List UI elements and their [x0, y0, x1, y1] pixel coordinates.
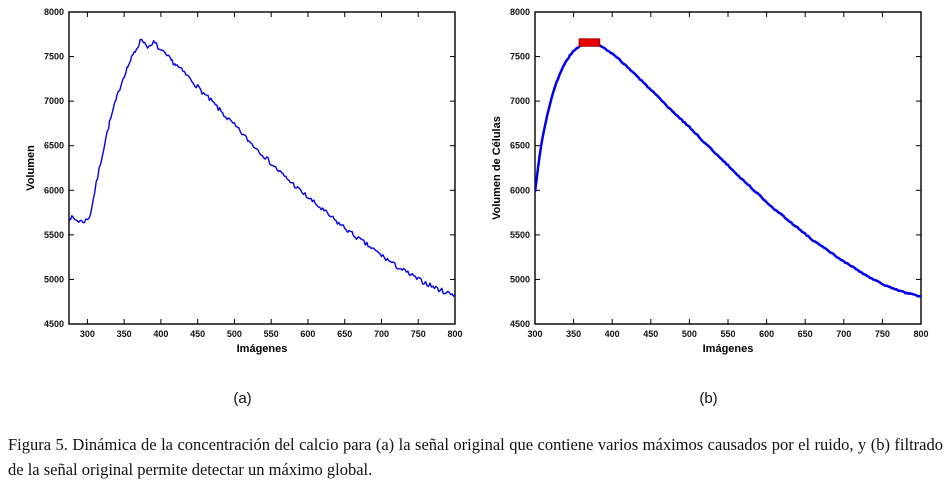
- svg-text:Imágenes: Imágenes: [236, 343, 287, 355]
- svg-text:Volumen de Células: Volumen de Células: [491, 116, 503, 220]
- svg-text:Volumen: Volumen: [25, 145, 37, 191]
- svg-text:450: 450: [190, 329, 205, 339]
- svg-text:8000: 8000: [43, 7, 63, 17]
- svg-text:700: 700: [373, 329, 388, 339]
- svg-text:550: 550: [263, 329, 278, 339]
- svg-text:6500: 6500: [43, 141, 63, 151]
- svg-text:400: 400: [604, 329, 619, 339]
- svg-text:350: 350: [566, 329, 581, 339]
- svg-text:750: 750: [874, 329, 889, 339]
- svg-text:500: 500: [226, 329, 241, 339]
- svg-text:800: 800: [447, 329, 462, 339]
- svg-text:4500: 4500: [509, 319, 529, 329]
- svg-text:8000: 8000: [509, 7, 529, 17]
- svg-text:500: 500: [681, 329, 696, 339]
- sublabel-a: (a): [233, 390, 252, 407]
- svg-text:400: 400: [153, 329, 168, 339]
- svg-text:6000: 6000: [509, 185, 529, 195]
- charts-row: 4500 5000 5500 6000 6500 7000 7500 8000 300 350 40…: [23, 4, 929, 356]
- svg-text:600: 600: [300, 329, 315, 339]
- svg-text:5500: 5500: [43, 230, 63, 240]
- sublabel-b: (b): [699, 390, 718, 407]
- sublabels-row: (a) (b): [0, 390, 951, 407]
- svg-text:650: 650: [337, 329, 352, 339]
- svg-text:5500: 5500: [509, 230, 529, 240]
- svg-text:7500: 7500: [43, 52, 63, 62]
- svg-text:650: 650: [797, 329, 812, 339]
- chart-b: 4500 5000 5500 6000 6500 7000 7500 8000 300 350 40…: [489, 4, 929, 356]
- chart-a: 4500 5000 5500 6000 6500 7000 7500 8000 300 350 40…: [23, 4, 463, 356]
- svg-text:5000: 5000: [509, 274, 529, 284]
- figure-caption: Figura 5. Dinámica de la concentración d…: [8, 435, 943, 479]
- svg-text:6000: 6000: [43, 185, 63, 195]
- svg-text:7500: 7500: [509, 52, 529, 62]
- svg-text:750: 750: [410, 329, 425, 339]
- svg-text:300: 300: [527, 329, 542, 339]
- svg-text:600: 600: [759, 329, 774, 339]
- chart-a-plot: 4500 5000 5500 6000 6500 7000 7500 8000 300 350 40…: [25, 7, 463, 355]
- chart-b-plot: 4500 5000 5500 6000 6500 7000 7500 8000 300 350 40…: [491, 7, 929, 355]
- svg-text:300: 300: [79, 329, 94, 339]
- svg-text:5000: 5000: [43, 274, 63, 284]
- svg-text:800: 800: [913, 329, 928, 339]
- svg-text:Imágenes: Imágenes: [702, 343, 753, 355]
- svg-text:450: 450: [643, 329, 658, 339]
- svg-text:7000: 7000: [509, 96, 529, 106]
- svg-text:6500: 6500: [509, 141, 529, 151]
- svg-text:7000: 7000: [43, 96, 63, 106]
- svg-text:700: 700: [836, 329, 851, 339]
- svg-text:4500: 4500: [43, 319, 63, 329]
- svg-text:550: 550: [720, 329, 735, 339]
- svg-text:350: 350: [116, 329, 131, 339]
